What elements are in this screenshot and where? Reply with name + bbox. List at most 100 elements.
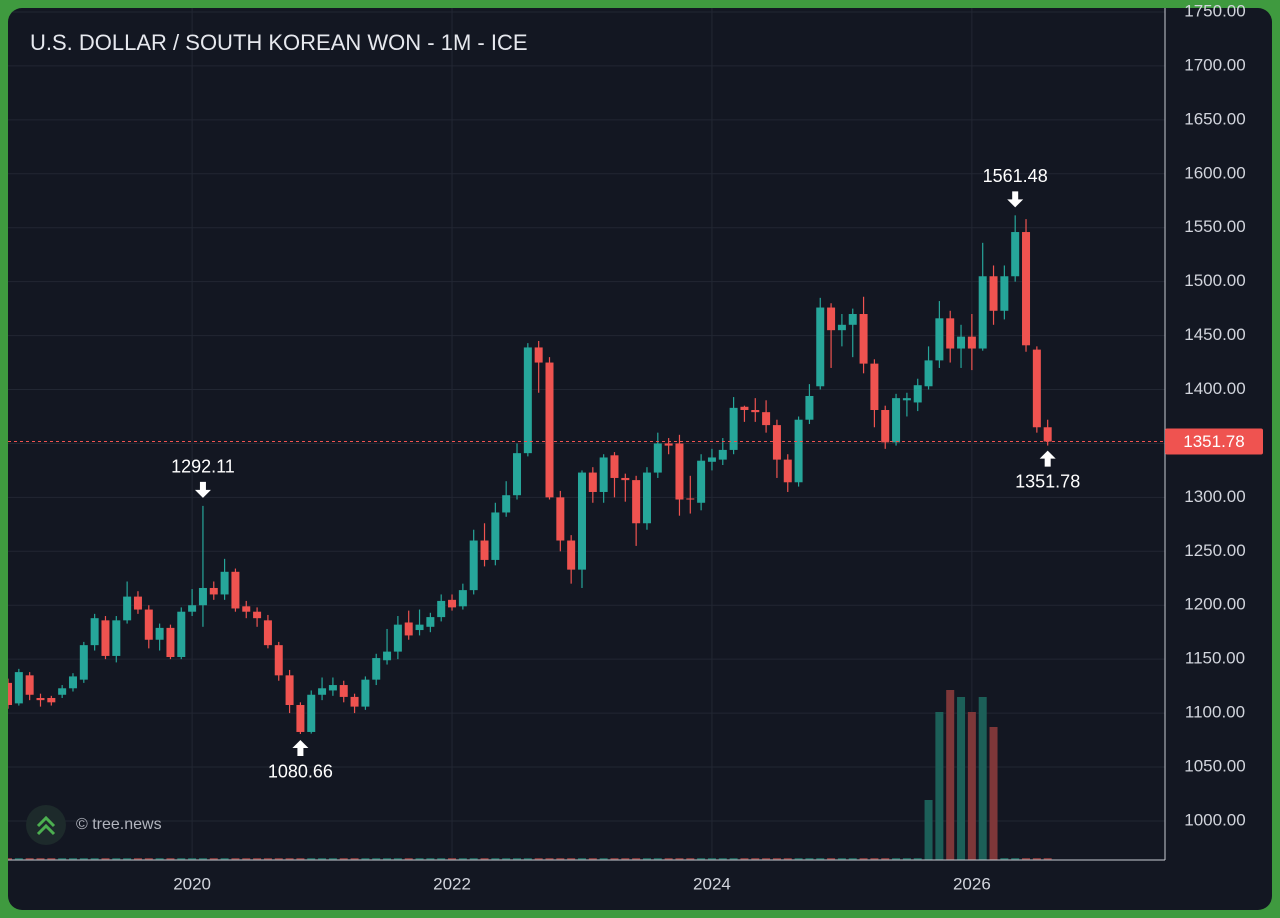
volume-bar	[924, 800, 933, 860]
candle-body	[90, 618, 99, 646]
volume-bar	[859, 858, 868, 860]
candle-body	[469, 540, 478, 591]
volume-bar	[14, 858, 23, 860]
volume-bar	[318, 858, 327, 860]
candle-body	[361, 679, 370, 707]
candle-body	[675, 443, 684, 500]
y-tick-label: 1250.00	[1184, 541, 1245, 560]
volume-bar	[58, 858, 67, 860]
candle-body	[837, 324, 846, 331]
candle-body	[198, 587, 207, 606]
candle-body	[231, 571, 240, 609]
candle-body	[697, 460, 706, 503]
candle-body	[881, 410, 890, 443]
candle-body	[978, 276, 987, 349]
volume-bar	[101, 858, 110, 860]
volume-bar	[751, 858, 760, 860]
volume-bar	[1032, 858, 1041, 860]
volume-bar	[697, 858, 706, 860]
volume-bar	[491, 858, 500, 860]
volume-bar	[642, 858, 651, 860]
volume-bar	[892, 858, 901, 860]
volume-bar	[25, 858, 34, 860]
volume-bar	[881, 858, 890, 860]
candle-body	[123, 596, 132, 621]
candle-body	[534, 347, 543, 363]
candle-body	[155, 627, 164, 640]
candle-body	[404, 622, 413, 636]
volume-bar	[253, 858, 262, 860]
volume-bar	[1000, 858, 1009, 860]
volume-bar	[946, 690, 955, 860]
volume-bar	[772, 858, 781, 860]
candle-body	[740, 406, 749, 411]
volume-bar	[144, 858, 153, 860]
high-annotation: 1561.48	[983, 166, 1048, 186]
annotation-arrow	[1039, 450, 1056, 467]
y-tick-label: 1650.00	[1184, 109, 1245, 128]
candle-body	[209, 587, 218, 595]
volume-bar	[274, 858, 283, 860]
candle-body	[772, 425, 781, 460]
candle-body	[437, 600, 446, 618]
volume-bar	[177, 858, 186, 860]
volume-bar	[404, 858, 413, 860]
candle-body	[372, 658, 381, 680]
candle-body	[253, 611, 262, 619]
candle-body	[816, 307, 825, 387]
volume-bar	[729, 858, 738, 860]
volume-bar	[588, 858, 597, 860]
candle-body	[36, 697, 45, 701]
candle-body	[47, 697, 56, 703]
volume-bar	[383, 858, 392, 860]
y-tick-label: 1400.00	[1184, 379, 1245, 398]
volume-bar	[68, 858, 77, 860]
volume-bar	[47, 858, 56, 860]
volume-bar	[307, 858, 316, 860]
candle-body	[729, 407, 738, 450]
candle-body	[1032, 349, 1041, 428]
low-annotation: 1080.66	[268, 762, 333, 782]
volume-bar	[209, 858, 218, 860]
candle-body	[263, 620, 272, 646]
candle-body	[1011, 232, 1020, 277]
candle-body	[686, 498, 695, 500]
candle-body	[166, 627, 175, 658]
x-tick-label: 2022	[433, 874, 471, 893]
candle-body	[902, 398, 911, 401]
candle-body	[101, 620, 110, 656]
annotation-arrow	[1007, 191, 1024, 208]
x-tick-label: 2024	[693, 874, 731, 893]
candle-body	[296, 705, 305, 732]
candle-body	[448, 599, 457, 608]
volume-bar	[827, 858, 836, 860]
volume-bar	[556, 858, 565, 860]
volume-bar	[718, 858, 727, 860]
candle-body	[913, 385, 922, 403]
volume-bar	[805, 858, 814, 860]
candle-body	[588, 472, 597, 492]
candle-body	[805, 395, 814, 420]
candle-body	[58, 688, 67, 695]
volume-bar	[610, 858, 619, 860]
volume-bar	[448, 858, 457, 860]
volume-bar	[902, 858, 911, 860]
volume-bar	[599, 858, 608, 860]
volume-bar	[816, 858, 825, 860]
candle-body	[383, 651, 392, 661]
volume-bar	[783, 858, 792, 860]
volume-bar	[198, 858, 207, 860]
volume-bar	[567, 858, 576, 860]
candle-body	[599, 457, 608, 492]
candle-body	[827, 307, 836, 331]
volume-bar	[426, 858, 435, 860]
candle-body	[242, 606, 251, 612]
candle-body	[567, 540, 576, 570]
candle-body	[946, 318, 955, 349]
volume-bar	[36, 858, 45, 860]
volume-bar	[837, 858, 846, 860]
candle-body	[957, 336, 966, 349]
volume-bar	[480, 858, 489, 860]
volume-bar	[707, 858, 716, 860]
